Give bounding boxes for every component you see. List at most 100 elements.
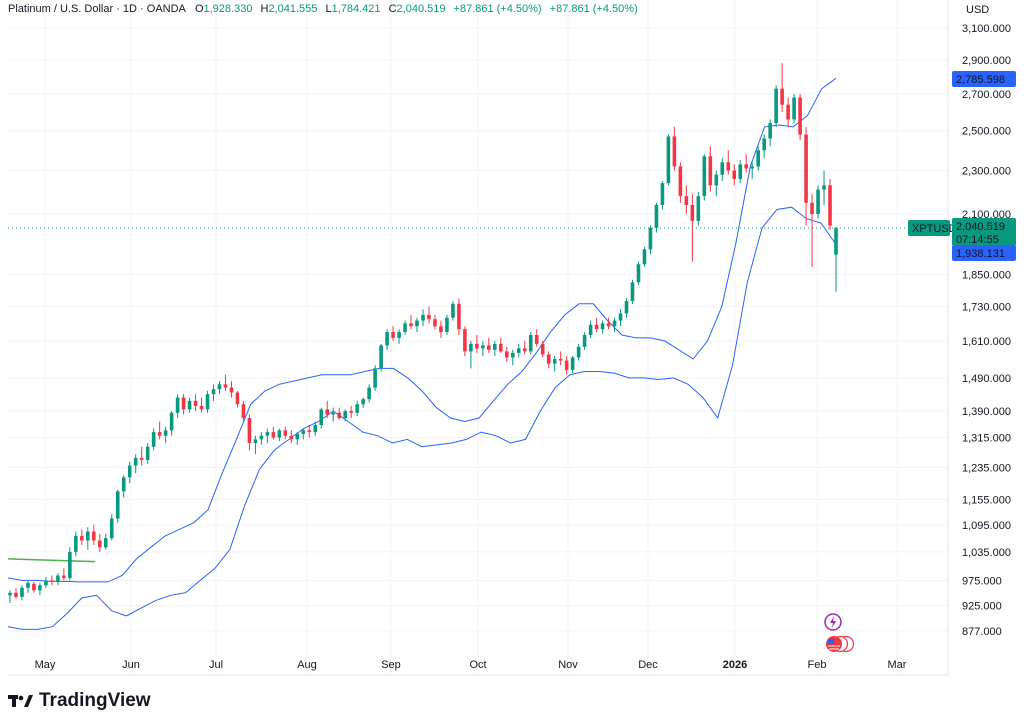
candle [32,581,36,593]
candle [331,407,336,422]
candle [115,489,120,523]
candle [528,332,533,355]
candle [786,97,790,127]
candle [193,394,198,412]
candle [74,531,78,557]
y-tick-label: 1,155.000 [962,495,1011,507]
candle [385,329,389,350]
candle [822,170,826,205]
candle [14,587,18,599]
candle [253,435,258,455]
candle [235,390,240,408]
x-tick-label: 2026 [723,659,747,671]
high-value: 2,041.555 [268,3,318,15]
candle [20,585,24,601]
candle [678,162,683,203]
y-tick-label: 1,315.000 [962,433,1011,445]
candle [97,533,102,552]
candle [121,475,126,498]
high-label: H [260,3,269,15]
candle [223,374,228,391]
candle [277,428,282,442]
currency-label[interactable]: USD [966,4,990,16]
candle [522,340,527,355]
candle [361,397,365,408]
candle [205,390,210,413]
candle [295,432,300,445]
candle [558,351,563,366]
candle [762,134,766,159]
candle [516,343,521,358]
candle [774,85,778,127]
symbol-title[interactable]: Platinum / U.S. Dollar · 1D · OANDA [8,3,186,15]
candle [355,400,359,417]
candle [648,225,653,255]
candle [702,154,707,201]
candle [211,384,216,401]
symbol-tag: XPTUSD [912,223,957,235]
candle [169,411,174,436]
candle [271,426,276,440]
candle [726,150,731,175]
last-price-label: 2,040.519 [956,221,1005,233]
y-tick-label: 2,900.000 [962,55,1011,67]
candle [181,394,186,415]
candle [175,394,180,418]
y-tick-label: 1,390.000 [962,406,1011,418]
upper-band-label: 2,785.598 [956,74,1005,86]
candle [780,63,784,112]
symbol-tag-bg [908,220,950,236]
x-tick-label: May [35,659,56,671]
candle [92,524,96,546]
candle [720,158,725,182]
grid [8,0,948,675]
candle [457,298,461,335]
candle [199,397,204,413]
low-label: L [325,3,332,15]
candle [319,407,324,429]
candle [588,320,593,338]
candle [163,426,168,444]
candle [451,301,455,321]
y-tick-label: 1,490.000 [962,373,1011,385]
candle [834,227,838,292]
candle [86,527,90,550]
candle [62,568,66,581]
close-label: C [388,3,397,15]
candle [151,428,156,451]
y-tick-label: 1,850.000 [962,270,1011,282]
last-price-label-bg [952,218,1016,246]
candle [810,193,814,267]
candle [217,381,222,395]
candle [68,547,72,581]
candle [56,573,60,586]
tradingview-logo[interactable]: TradingView [8,690,151,712]
candle [373,365,377,391]
candle [672,126,677,171]
candle [642,246,647,267]
candle [714,170,719,197]
candle [409,314,413,330]
time-axis[interactable]: May Jun Jul Aug Sep Oct Nov Dec 2026 Feb Mar [35,659,907,671]
lower-band-label-bg [952,245,1016,261]
candle [8,590,12,603]
candle [612,317,617,333]
candle [463,326,467,356]
candle [493,340,497,356]
y-tick-label: 1,610.000 [962,336,1011,348]
y-tick-label: 3,100.000 [962,23,1011,35]
candle [499,337,503,353]
upper-band-line [7,77,837,583]
y-tick-label: 1,095.000 [962,520,1011,532]
y-tick-label: 2,100.000 [962,209,1011,221]
x-tick-label: Feb [808,659,827,671]
price-axis[interactable]: 3,100.000 2,900.000 2,700.000 2,500.000 2,30… [962,23,1011,638]
y-tick-label: 1,235.000 [962,463,1011,475]
candle [343,409,347,422]
candle [708,146,713,192]
candle [469,340,473,369]
x-tick-label: Nov [558,659,578,671]
candle [157,421,162,440]
